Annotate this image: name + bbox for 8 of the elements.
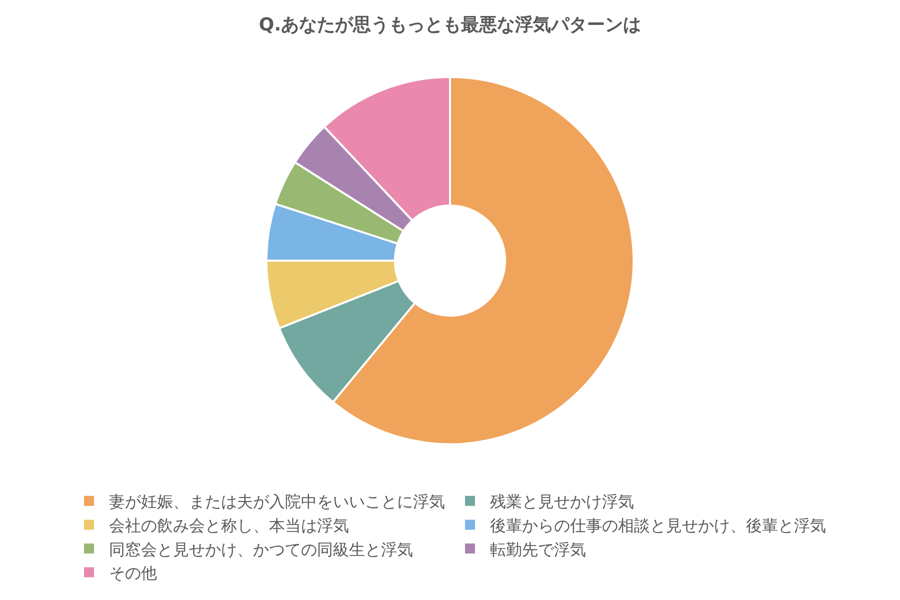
- legend-label: 転勤先で浮気: [490, 540, 586, 559]
- legend-label: 会社の飲み会と称し、本当は浮気: [109, 516, 349, 535]
- legend-label: その他: [109, 564, 157, 583]
- chart-title: Q.あなたが思うもっとも最悪な浮気パターンは: [258, 14, 642, 36]
- legend-label: 残業と見せかけ浮気: [490, 492, 634, 512]
- legend-label: 同窓会と見せかけ、かつての同級生と浮気: [109, 540, 413, 559]
- legend-label: 妻が妊娠、または夫が入院中をいいことに浮気: [109, 492, 445, 512]
- legend-label: 後輩からの仕事の相談と見せかけ、後輩と浮気: [490, 516, 826, 535]
